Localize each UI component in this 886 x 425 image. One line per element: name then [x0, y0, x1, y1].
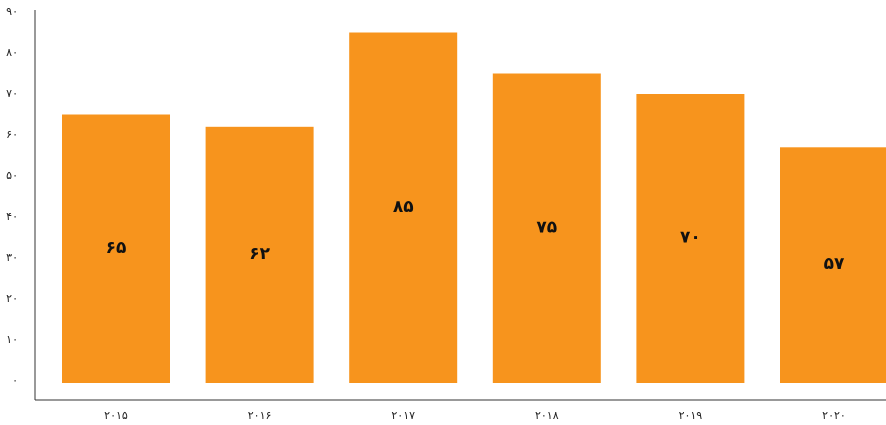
x-tick-label-4: ۲۰۱۹: [679, 409, 703, 422]
bar-0: [62, 114, 170, 383]
bar-value-label-2: ۸۵: [393, 197, 414, 217]
y-tick-label-5: ۵۰: [6, 169, 18, 182]
bar-value-label-5: ۵۷: [824, 254, 845, 274]
y-tick-label-9: ۹۰: [6, 5, 18, 18]
y-tick-label-7: ۷۰: [6, 87, 18, 100]
bar-3: [492, 73, 601, 383]
y-tick-label-8: ۸۰: [6, 46, 18, 59]
bar-value-label-4: ۷۰: [680, 228, 701, 248]
bar-value-label-3: ۷۵: [536, 217, 557, 237]
bar-value-label-1: ۶۲: [249, 244, 270, 264]
y-tick-label-3: ۳۰: [6, 251, 18, 264]
bar-value-label-0: ۶۵: [106, 238, 127, 258]
y-tick-labels-group: ۰ ۱۰ ۲۰ ۳۰ ۴۰ ۵۰ ۶۰ ۷۰ ۸۰ ۹۰: [6, 5, 18, 387]
y-tick-label-0: ۰: [12, 374, 18, 387]
y-tick-label-1: ۱۰: [6, 333, 18, 346]
x-tick-labels-group: ۲۰۱۵ ۲۰۱۶ ۲۰۱۷ ۲۰۱۸ ۲۰۱۹ ۲۰۲۰: [104, 409, 846, 422]
bar-2: [349, 32, 458, 383]
x-tick-label-0: ۲۰۱۵: [104, 409, 128, 422]
y-tick-label-4: ۴۰: [6, 210, 18, 223]
bars-group: [62, 32, 886, 384]
bar-4: [636, 94, 745, 383]
x-tick-label-5: ۲۰۲۰: [822, 409, 846, 422]
bar-5: [780, 147, 886, 383]
x-tick-label-2: ۲۰۱۷: [391, 409, 415, 422]
x-tick-label-1: ۲۰۱۶: [248, 409, 272, 422]
bar-1: [205, 126, 314, 384]
x-tick-label-3: ۲۰۱۸: [535, 409, 559, 422]
bar-labels-group: ۶۵ ۶۲ ۸۵ ۷۵ ۷۰ ۵۷: [106, 197, 845, 274]
y-tick-label-2: ۲۰: [6, 292, 18, 305]
y-tick-label-6: ۶۰: [6, 128, 18, 141]
